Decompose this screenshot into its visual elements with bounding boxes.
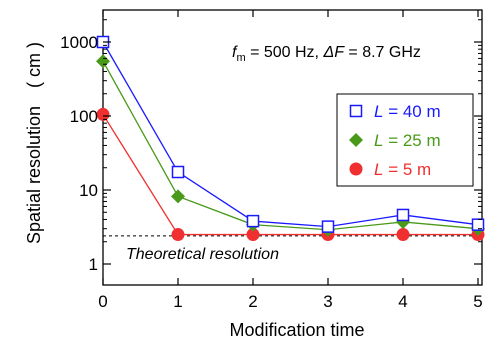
data-point xyxy=(321,220,335,233)
legend-label: L = 5 m xyxy=(374,160,431,179)
series-line xyxy=(102,41,479,228)
legend-marker xyxy=(349,133,363,147)
y-axis-title: Spatial resolution ( cm ) xyxy=(24,42,44,244)
plot-frame xyxy=(102,9,483,286)
y-tick-label: 1 xyxy=(89,255,98,274)
legend-value: = 25 m xyxy=(383,131,440,150)
x-tick-label: 1 xyxy=(173,292,182,311)
fm-value: = 500 Hz, xyxy=(246,44,324,61)
theoretical-resolution-label: Theoretical resolution xyxy=(126,246,279,263)
data-point xyxy=(171,228,185,242)
series-line xyxy=(102,114,478,236)
legend-marker xyxy=(349,104,363,118)
y-tick-label: 1000 xyxy=(60,33,98,52)
series-line xyxy=(102,60,479,231)
data-point xyxy=(171,189,185,204)
legend-variable: L xyxy=(374,160,383,179)
data-point xyxy=(396,208,410,222)
y-tick-label: 100 xyxy=(70,107,98,126)
legend-value: = 5 m xyxy=(383,160,431,179)
data-point xyxy=(171,165,185,179)
legend-variable: L xyxy=(374,102,383,121)
x-tick-label: 3 xyxy=(323,292,332,311)
fm-subscript: m xyxy=(236,52,245,64)
data-point xyxy=(96,107,110,121)
legend-marker xyxy=(349,162,363,176)
x-tick-label: 5 xyxy=(473,292,482,311)
x-axis-title: Modification time xyxy=(229,320,364,340)
y-tick-label: 10 xyxy=(79,181,98,200)
fm-symbol: f xyxy=(232,44,238,61)
data-point xyxy=(96,54,110,69)
x-tick-label: 4 xyxy=(398,292,407,311)
data-point xyxy=(246,214,260,228)
data-point xyxy=(396,228,410,242)
legend-label: L = 25 m xyxy=(374,131,441,150)
legend-variable: L xyxy=(374,131,383,150)
x-tick-label: 0 xyxy=(98,292,107,311)
legend-label: L = 40 m xyxy=(374,102,441,121)
parameter-annotation: fm = 500 Hz, ΔF = 8.7 GHz xyxy=(232,44,421,64)
data-point xyxy=(246,228,260,242)
axes xyxy=(102,9,483,286)
delta-f-value: = 8.7 GHz xyxy=(344,44,421,61)
delta-f-symbol: ΔF xyxy=(322,44,345,61)
x-tick-label: 2 xyxy=(248,292,257,311)
legend: L = 40 mL = 25 mL = 5 m xyxy=(336,93,474,187)
legend-value: = 40 m xyxy=(383,102,440,121)
